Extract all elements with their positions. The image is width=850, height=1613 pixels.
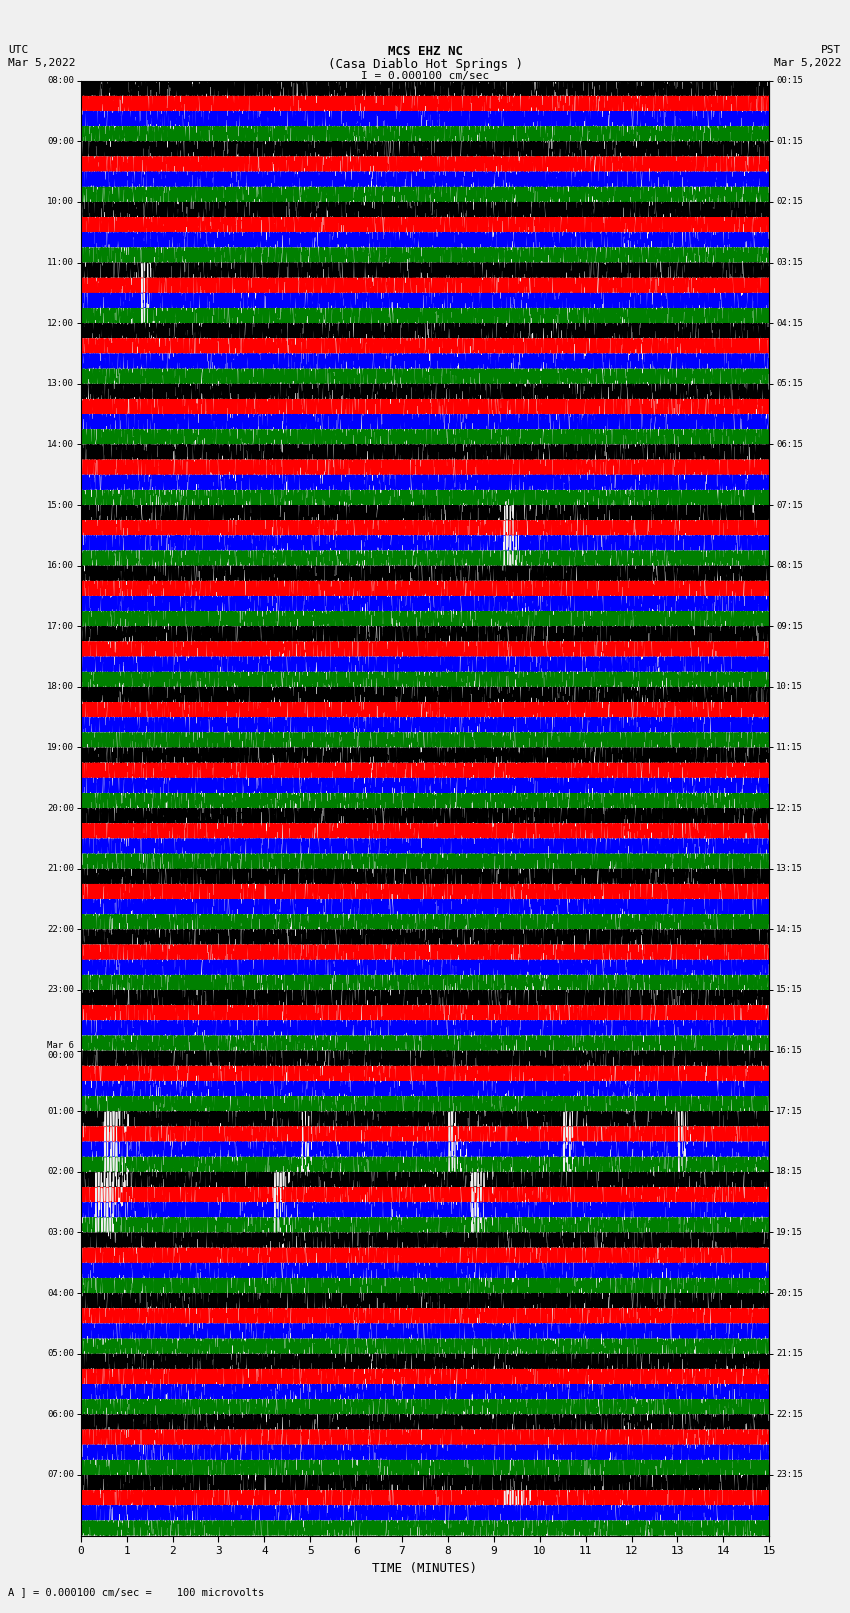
Text: I = 0.000100 cm/sec: I = 0.000100 cm/sec	[361, 71, 489, 81]
Text: (Casa Diablo Hot Springs ): (Casa Diablo Hot Springs )	[327, 58, 523, 71]
Text: A ] = 0.000100 cm/sec =    100 microvolts: A ] = 0.000100 cm/sec = 100 microvolts	[8, 1587, 264, 1597]
Text: PST: PST	[821, 45, 842, 55]
Text: Mar 5,2022: Mar 5,2022	[774, 58, 842, 68]
Text: MCS EHZ NC: MCS EHZ NC	[388, 45, 462, 58]
Text: Mar 5,2022: Mar 5,2022	[8, 58, 76, 68]
X-axis label: TIME (MINUTES): TIME (MINUTES)	[372, 1561, 478, 1574]
Text: UTC: UTC	[8, 45, 29, 55]
